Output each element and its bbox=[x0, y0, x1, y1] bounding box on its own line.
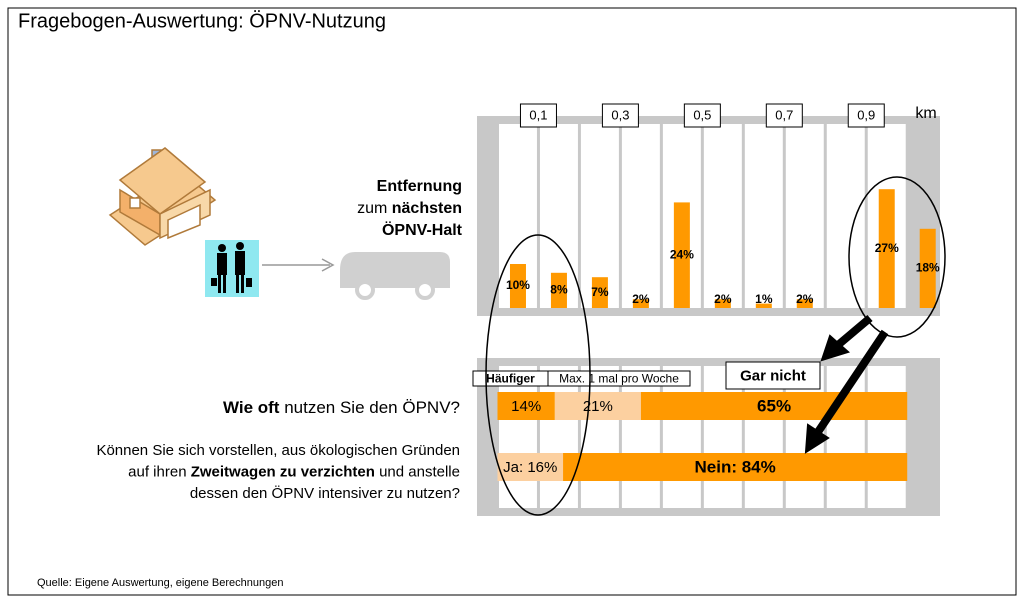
value-label: 2% bbox=[796, 292, 814, 306]
bar bbox=[509, 264, 526, 308]
bar-segment bbox=[640, 392, 908, 420]
tick-box bbox=[519, 103, 557, 128]
bar bbox=[878, 189, 895, 308]
legend-label: Häufiger bbox=[486, 372, 535, 386]
value-label: Ja: 16% bbox=[503, 459, 557, 476]
text-line: dessen den ÖPNV intensiver zu nutzen? bbox=[190, 484, 460, 502]
text-line: Wie oft nutzen Sie den ÖPNV? bbox=[223, 398, 460, 417]
source: Quelle: Eigene Auswertung, eigene Berech… bbox=[37, 577, 283, 589]
legend-label: Max. 1 mal pro Woche bbox=[559, 372, 679, 386]
value-label: 8% bbox=[550, 283, 568, 297]
value-label: 27% bbox=[875, 241, 899, 255]
text-line: Können Sie sich vorstellen, aus ökologis… bbox=[96, 442, 460, 459]
people-icon bbox=[205, 240, 259, 297]
x-tick-label: 0,7 bbox=[775, 107, 793, 122]
bar bbox=[673, 202, 690, 308]
pointer-arrow bbox=[804, 314, 889, 454]
text-part: zum bbox=[357, 200, 392, 217]
bar bbox=[796, 299, 813, 308]
text-part: und anstelle bbox=[375, 463, 460, 480]
x-tick-label: 0,5 bbox=[693, 107, 711, 122]
value-label: 65% bbox=[757, 396, 791, 415]
value-label: 2% bbox=[632, 292, 650, 306]
text-line: auf ihren Zweitwagen zu verzichten und a… bbox=[128, 463, 460, 480]
legend-box bbox=[547, 370, 691, 387]
value-label: 1% bbox=[755, 292, 773, 306]
tick-box bbox=[683, 103, 721, 128]
tick-box bbox=[601, 103, 639, 128]
text-part: dessen den ÖPNV intensiver zu nutzen? bbox=[190, 484, 460, 502]
text-part: Zweitwagen zu verzichten bbox=[191, 463, 375, 480]
legend-box bbox=[725, 361, 821, 390]
text-line: ÖPNV-Halt bbox=[382, 220, 463, 239]
bar-segment bbox=[497, 392, 555, 420]
value-label: 24% bbox=[670, 247, 694, 261]
value-label: Nein: 84% bbox=[695, 457, 776, 476]
highlight-ellipse bbox=[848, 176, 946, 338]
legend-label: Gar nicht bbox=[740, 367, 806, 384]
tick-box bbox=[847, 103, 885, 128]
x-tick-label: 0,1 bbox=[529, 107, 547, 122]
bar bbox=[714, 299, 731, 308]
text-part: Können Sie sich vorstellen, aus ökologis… bbox=[96, 442, 460, 459]
x-axis-label: km bbox=[915, 105, 936, 122]
bar bbox=[632, 299, 649, 308]
bar-segment bbox=[497, 453, 564, 481]
bar bbox=[755, 303, 772, 308]
highlight-ellipse bbox=[485, 234, 591, 516]
text-part: ÖPNV-Halt bbox=[382, 220, 463, 239]
house-icon bbox=[108, 147, 217, 246]
text-part: nutzen Sie den ÖPNV? bbox=[279, 398, 460, 417]
value-label: 14% bbox=[511, 398, 541, 415]
text-line: Entfernung bbox=[377, 178, 462, 195]
value-label: 21% bbox=[583, 398, 613, 415]
bar bbox=[591, 277, 608, 308]
bar bbox=[550, 272, 567, 308]
text-part: nächsten bbox=[392, 200, 462, 217]
bus-icon bbox=[340, 252, 450, 300]
value-label: 7% bbox=[591, 285, 609, 299]
bar bbox=[919, 228, 936, 308]
bar-segment bbox=[563, 453, 908, 481]
tick-box bbox=[765, 103, 803, 128]
value-label: 2% bbox=[714, 292, 732, 306]
x-tick-label: 0,9 bbox=[857, 107, 875, 122]
bar-segment bbox=[554, 392, 641, 420]
arrow-head bbox=[321, 258, 335, 272]
value-label: 18% bbox=[916, 261, 940, 275]
text-part: Entfernung bbox=[377, 178, 462, 195]
title: Fragebogen-Auswertung: ÖPNV-Nutzung bbox=[18, 10, 386, 32]
text-part: Wie oft bbox=[223, 398, 280, 417]
value-label: 10% bbox=[506, 278, 530, 292]
text-part: auf ihren bbox=[128, 463, 191, 480]
x-tick-label: 0,3 bbox=[611, 107, 629, 122]
people-silhouette bbox=[211, 242, 252, 293]
text-line: zum nächsten bbox=[357, 200, 462, 217]
charts: Entfernung zum nächsten ÖPNV-Halt 0,1 0,3 0,5… bbox=[96, 103, 940, 516]
